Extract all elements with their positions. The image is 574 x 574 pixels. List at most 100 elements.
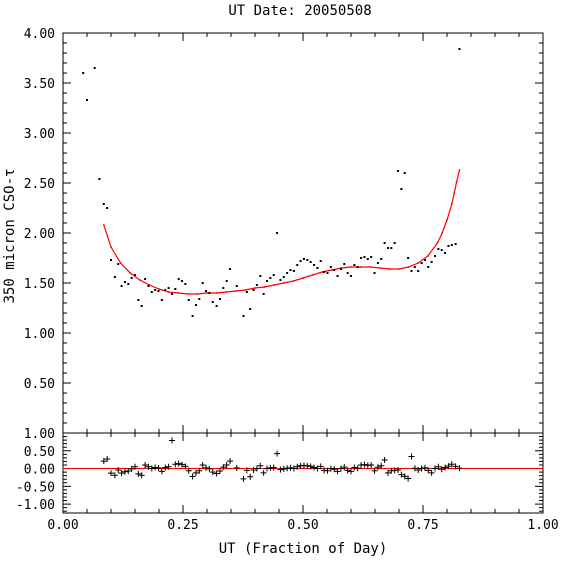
data-point bbox=[86, 99, 88, 101]
data-point bbox=[316, 267, 319, 269]
residual-point bbox=[243, 467, 250, 474]
data-point bbox=[272, 274, 275, 276]
data-point bbox=[360, 257, 363, 259]
data-point bbox=[198, 298, 201, 300]
data-point bbox=[410, 270, 413, 272]
data-point bbox=[329, 266, 332, 268]
data-point bbox=[309, 261, 312, 263]
fit-node bbox=[234, 290, 237, 292]
fit-node bbox=[398, 268, 400, 270]
data-point bbox=[117, 263, 120, 265]
data-point bbox=[380, 258, 383, 260]
residual-point bbox=[206, 465, 213, 472]
residual-point bbox=[438, 466, 445, 473]
residual-point bbox=[435, 463, 442, 470]
residual-point bbox=[401, 473, 408, 480]
residual-point bbox=[155, 464, 162, 471]
residual-point bbox=[398, 471, 405, 478]
residual-point bbox=[307, 463, 314, 470]
residual-y-tick-label: -1.00 bbox=[16, 498, 55, 513]
data-point bbox=[427, 266, 430, 268]
data-point bbox=[242, 315, 245, 317]
residual-point bbox=[341, 464, 348, 471]
residual-plot-frame bbox=[62, 432, 544, 514]
residual-panel: 1.00 0.50 0.00 -0.50 -1.00 bbox=[16, 427, 544, 514]
residual-point bbox=[227, 458, 234, 465]
data-point bbox=[454, 243, 457, 245]
residual-point bbox=[327, 465, 334, 472]
fit-node bbox=[110, 246, 112, 248]
data-point bbox=[167, 287, 170, 289]
data-point bbox=[174, 288, 177, 290]
residual-point bbox=[432, 465, 438, 472]
fit-node bbox=[102, 224, 105, 226]
fit-node bbox=[458, 169, 461, 171]
data-point bbox=[150, 291, 153, 293]
fit-node bbox=[388, 268, 391, 270]
data-point bbox=[363, 256, 366, 258]
data-point bbox=[323, 271, 326, 273]
data-point bbox=[147, 285, 150, 287]
fit-node bbox=[263, 286, 266, 288]
fit-node bbox=[450, 203, 453, 205]
data-point bbox=[252, 289, 255, 291]
residual-point bbox=[165, 463, 172, 470]
data-point bbox=[279, 279, 282, 281]
data-point bbox=[383, 242, 386, 244]
data-point bbox=[376, 262, 379, 264]
data-point bbox=[373, 272, 376, 274]
data-point bbox=[400, 188, 403, 190]
x-tick-labels: 0.00 0.25 0.50 0.75 1.00 bbox=[47, 518, 558, 533]
data-point bbox=[134, 274, 136, 276]
residual-point bbox=[445, 463, 452, 470]
data-point bbox=[292, 270, 295, 272]
data-point bbox=[218, 298, 221, 300]
residual-point bbox=[371, 467, 378, 474]
residual-point bbox=[348, 468, 354, 475]
x-tick-label: 0.50 bbox=[287, 518, 318, 533]
data-point bbox=[113, 276, 116, 278]
data-point bbox=[245, 291, 248, 293]
data-point bbox=[144, 278, 147, 280]
data-point bbox=[286, 272, 289, 274]
data-point bbox=[336, 275, 339, 277]
residual-point bbox=[442, 464, 449, 471]
residual-point bbox=[425, 467, 432, 474]
fit-node bbox=[436, 242, 439, 244]
fit-node bbox=[215, 292, 218, 294]
fit-node bbox=[244, 289, 247, 291]
fit-node bbox=[441, 232, 444, 234]
data-point bbox=[181, 280, 184, 282]
residual-point bbox=[351, 464, 358, 471]
main-y-tick-label: 1.50 bbox=[24, 277, 55, 292]
data-point bbox=[276, 232, 279, 234]
residual-point bbox=[192, 469, 199, 476]
residual-point bbox=[100, 458, 107, 465]
data-point bbox=[407, 257, 410, 259]
data-point bbox=[98, 178, 101, 180]
residual-point bbox=[213, 470, 220, 477]
data-point bbox=[333, 269, 336, 271]
fit-node bbox=[158, 288, 160, 290]
data-point bbox=[160, 299, 163, 301]
residual-point bbox=[148, 465, 155, 472]
residual-point bbox=[324, 467, 331, 474]
main-plot-frame bbox=[62, 32, 544, 434]
data-point bbox=[296, 264, 299, 266]
data-point bbox=[255, 284, 258, 286]
data-point bbox=[458, 48, 461, 50]
fit-node bbox=[292, 280, 295, 282]
chart-title: UT Date: 20050508 bbox=[228, 3, 371, 19]
data-point bbox=[437, 248, 440, 250]
residual-point bbox=[115, 466, 122, 473]
data-point bbox=[201, 282, 204, 284]
fit-node bbox=[254, 287, 256, 289]
data-point bbox=[170, 293, 173, 295]
residual-point bbox=[223, 462, 230, 468]
data-point bbox=[434, 255, 436, 257]
data-point bbox=[164, 289, 167, 291]
residual-point bbox=[381, 457, 388, 464]
residual-point bbox=[280, 465, 287, 472]
data-point bbox=[177, 278, 180, 280]
residual-point bbox=[253, 465, 260, 472]
